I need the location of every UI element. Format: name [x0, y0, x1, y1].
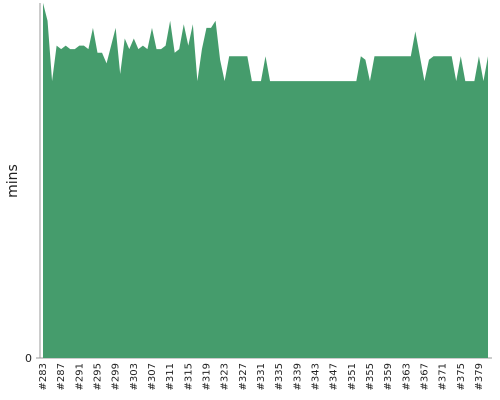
x-tick-label: #363 — [401, 363, 412, 390]
x-tick-label: #319 — [201, 363, 212, 390]
x-tick-label: #287 — [56, 363, 67, 390]
x-tick-label: #351 — [347, 363, 358, 390]
x-tick-label: #371 — [438, 363, 449, 390]
x-tick-label: #295 — [92, 363, 103, 390]
x-tick-label: #379 — [474, 363, 485, 390]
x-tick-label: #307 — [147, 363, 158, 390]
x-tick-label: #335 — [274, 363, 285, 390]
x-tick-label: #283 — [38, 363, 49, 390]
x-tick-label: #311 — [165, 363, 176, 390]
x-tick-label: #347 — [329, 363, 340, 390]
x-tick-label: #343 — [310, 363, 321, 390]
x-tick-label: #355 — [365, 363, 376, 390]
x-tick-label: #323 — [220, 363, 231, 390]
x-tick-label: #315 — [183, 363, 194, 390]
x-tick-label: #291 — [74, 363, 85, 390]
x-tick-label: #375 — [456, 363, 467, 390]
x-tick-label: #359 — [383, 363, 394, 390]
x-tick-label: #331 — [256, 363, 267, 390]
x-tick-label: #367 — [419, 363, 430, 390]
x-tick-label: #303 — [129, 363, 140, 390]
x-tick-label: #327 — [238, 363, 249, 390]
y-axis-label: mins — [5, 164, 21, 198]
y-tick-label: 0 — [25, 352, 32, 365]
area — [43, 3, 488, 358]
x-tick-label: #299 — [111, 363, 122, 390]
x-tick-label: #339 — [292, 363, 303, 390]
